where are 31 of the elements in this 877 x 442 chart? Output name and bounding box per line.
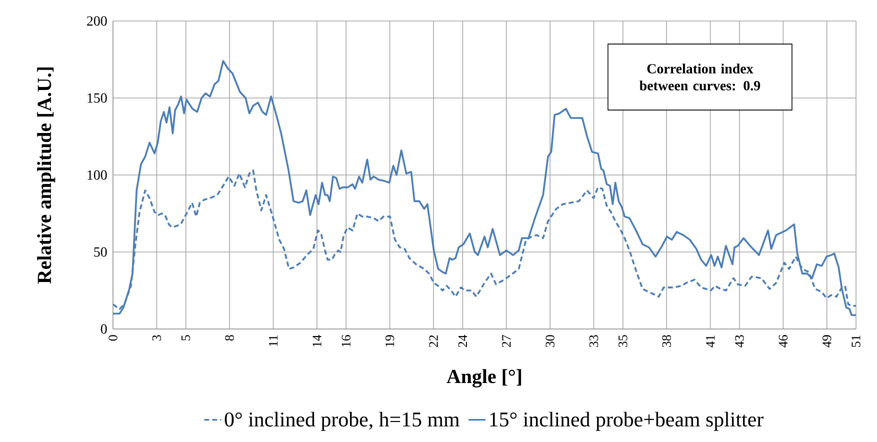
x-tick-label: 3 <box>152 335 162 340</box>
x-tick-label: 51 <box>852 335 860 347</box>
legend-label: 0° inclined probe, h=15 mm <box>224 412 460 431</box>
legend-label: 15° inclined probe+beam splitter <box>490 412 764 431</box>
x-tick-label: 16 <box>342 335 350 346</box>
x-tick-label: 49 <box>822 335 832 348</box>
y-tick-label: 50 <box>94 247 107 257</box>
annotation: Correlation index between curves: 0.9 <box>640 64 760 90</box>
x-tick-label: 27 <box>502 335 511 348</box>
x-tick-label: 46 <box>778 335 788 348</box>
line-series <box>113 60 856 316</box>
x-tick-label: 19 <box>385 335 394 346</box>
x-tick-label: 38 <box>662 335 671 347</box>
y-tick-label: 100 <box>88 170 107 180</box>
x-tick-label: 8 <box>225 335 234 341</box>
y-tick-label: 150 <box>88 93 107 103</box>
x-tick-label: 30 <box>546 335 554 347</box>
y-tick-label: 200 <box>87 16 107 26</box>
x-tick-label: 33 <box>589 335 598 347</box>
x-tick-label: 22 <box>429 335 438 348</box>
y-axis-title: Relative amplitude [A.U.] <box>37 67 56 284</box>
x-axis-title: Angle [°] <box>446 369 522 388</box>
y-tick-label: 0 <box>100 324 107 334</box>
x-tick-label: 0 <box>108 335 118 341</box>
x-tick-label: 35 <box>618 335 628 347</box>
x-tick-label: 43 <box>735 335 744 348</box>
x-tick-label: 14 <box>312 334 322 346</box>
x-tick-label: 24 <box>458 334 467 348</box>
x-tick-label: 41 <box>706 335 715 348</box>
x-tick-label: 11 <box>268 335 278 346</box>
x-tick-label: 5 <box>182 335 190 340</box>
